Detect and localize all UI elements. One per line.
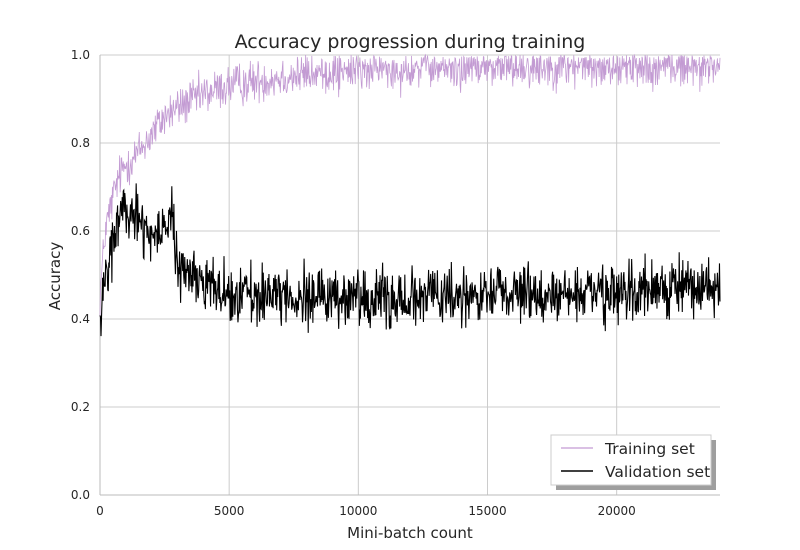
y-tick-label: 0.6 bbox=[71, 224, 90, 238]
legend-label-training: Training set bbox=[604, 440, 695, 458]
legend-box bbox=[550, 434, 712, 486]
x-tick-label: 0 bbox=[96, 504, 104, 518]
x-tick-label: 15000 bbox=[468, 504, 506, 518]
axes bbox=[99, 55, 720, 496]
validation-series-line bbox=[99, 183, 721, 337]
y-tick-label: 0.2 bbox=[71, 400, 90, 414]
training-series-line bbox=[99, 53, 721, 317]
legend-label-validation: Validation set bbox=[605, 463, 710, 481]
x-axis-label: Mini-batch count bbox=[347, 524, 473, 542]
series-lines bbox=[99, 53, 721, 337]
y-tick-label: 0.8 bbox=[71, 136, 90, 150]
y-tick-label: 0.0 bbox=[71, 488, 90, 502]
x-tick-label: 20000 bbox=[598, 504, 636, 518]
y-tick-label: 0.4 bbox=[71, 312, 90, 326]
chart-title: Accuracy progression during training bbox=[235, 31, 586, 53]
x-tick-label: 5000 bbox=[214, 504, 245, 518]
y-axis-label: Accuracy bbox=[46, 242, 64, 311]
x-tick-label: 10000 bbox=[339, 504, 377, 518]
tick-labels: 0 5000 10000 15000 20000 0.0 0.2 0.4 0.6 0.8 1.0 bbox=[71, 48, 636, 518]
y-tick-label: 1.0 bbox=[71, 48, 90, 62]
legend: Training set Validation set bbox=[550, 434, 716, 490]
